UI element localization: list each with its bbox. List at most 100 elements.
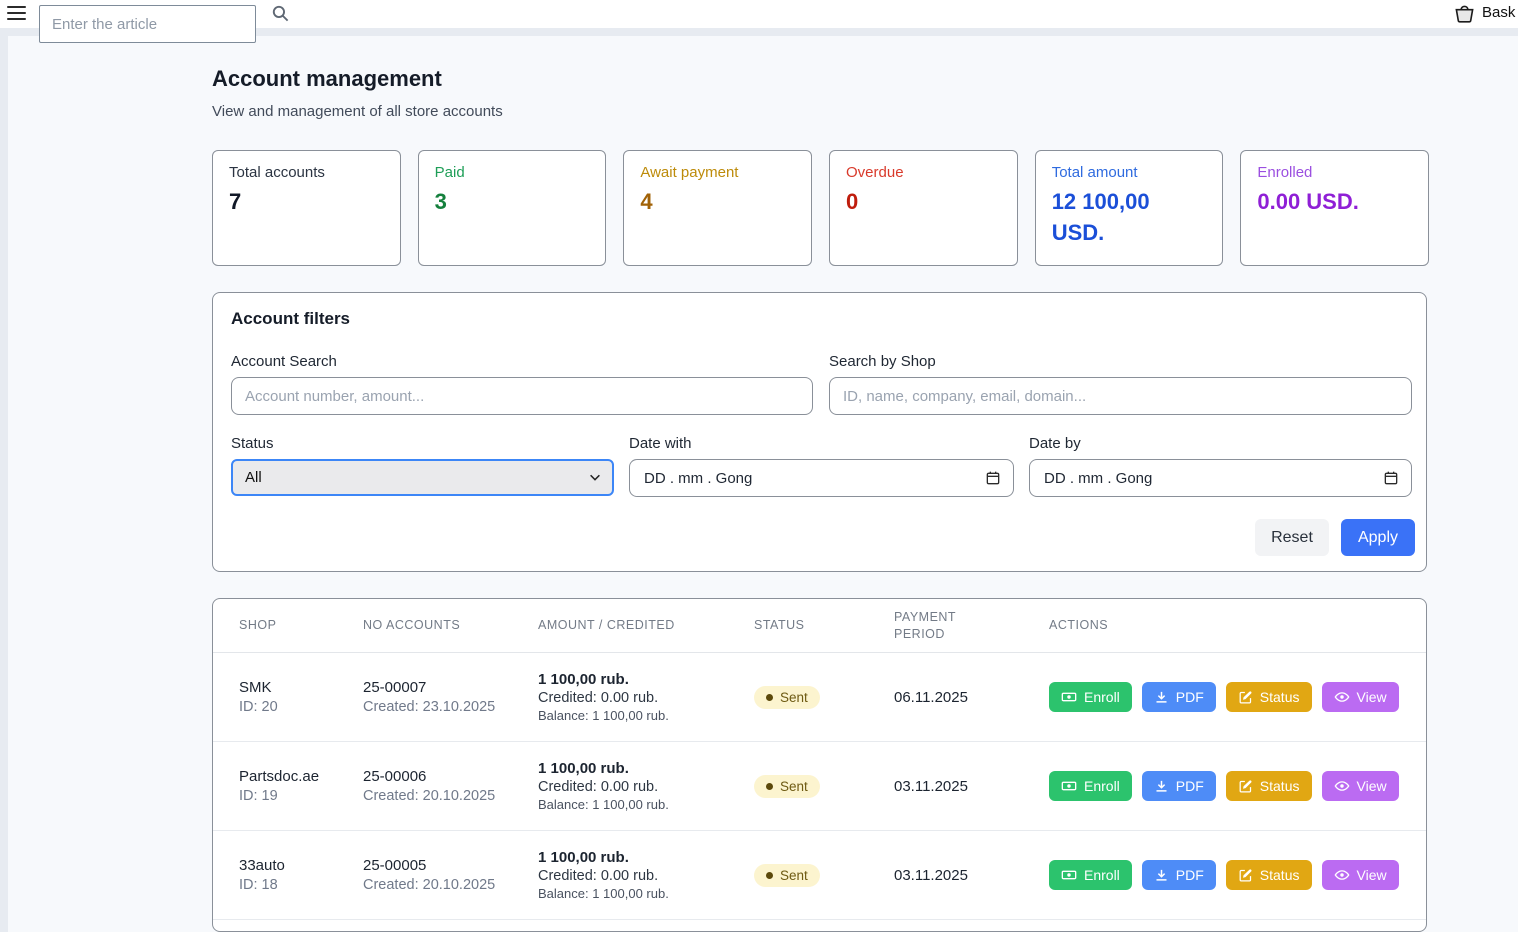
basket-icon (1453, 2, 1476, 23)
enroll-button[interactable]: Enroll (1049, 860, 1132, 890)
account-created: Created: 23.10.2025 (363, 699, 538, 715)
stat-value: 12 100,00 USD. (1052, 186, 1207, 248)
enroll-label: Enroll (1084, 867, 1120, 883)
money-icon (1061, 778, 1077, 794)
pdf-label: PDF (1176, 778, 1204, 794)
eye-icon (1334, 778, 1350, 794)
apply-button[interactable]: Apply (1341, 519, 1415, 556)
edit-icon (1238, 690, 1253, 705)
stat-value: 4 (640, 186, 795, 217)
view-button[interactable]: View (1322, 860, 1399, 890)
balance: Balance: 1 100,00 rub. (538, 708, 754, 723)
page-subtitle: View and management of all store account… (212, 103, 503, 120)
status-dot-icon (766, 694, 773, 701)
money-icon (1061, 867, 1077, 883)
account-number: 25-00006 (363, 768, 538, 785)
pdf-label: PDF (1176, 867, 1204, 883)
status-button[interactable]: Status (1226, 682, 1312, 712)
status-button[interactable]: Status (1226, 771, 1312, 801)
account-created: Created: 20.10.2025 (363, 877, 538, 893)
col-header-status: STATUS (754, 617, 894, 634)
shop-name: SMK (239, 679, 363, 696)
download-icon (1154, 779, 1169, 794)
status-select[interactable]: All (231, 459, 614, 496)
payment-period: 03.11.2025 (894, 778, 1049, 795)
view-label: View (1357, 689, 1387, 705)
credited: Credited: 0.00 rub. (538, 779, 754, 795)
status-action-label: Status (1260, 778, 1300, 794)
enroll-button[interactable]: Enroll (1049, 771, 1132, 801)
status-label: Status (231, 435, 274, 452)
col-header-period: PAYMENT PERIOD (894, 609, 974, 643)
col-header-accounts: NO ACCOUNTS (363, 617, 538, 634)
view-button[interactable]: View (1322, 771, 1399, 801)
stat-card-total-amount: Total amount 12 100,00 USD. (1035, 150, 1224, 266)
table-row: 33auto ID: 18 25-00005 Created: 20.10.20… (213, 831, 1426, 920)
search-icon[interactable] (271, 4, 290, 23)
account-filters-panel: Account filters Account Search Search by… (212, 292, 1427, 572)
pdf-button[interactable]: PDF (1142, 860, 1216, 890)
download-icon (1154, 690, 1169, 705)
balance: Balance: 1 100,00 rub. (538, 797, 754, 812)
enroll-label: Enroll (1084, 778, 1120, 794)
calendar-icon[interactable] (985, 470, 1001, 486)
pdf-label: PDF (1176, 689, 1204, 705)
stat-card-enrolled: Enrolled 0.00 USD. (1240, 150, 1429, 266)
stat-card-overdue: Overdue 0 (829, 150, 1018, 266)
status-text: Sent (780, 690, 808, 705)
basket-label: Bask (1482, 4, 1515, 21)
status-badge: Sent (754, 686, 820, 709)
filters-title: Account filters (231, 309, 350, 329)
date-by-input[interactable]: DD . mm . Gong (1029, 459, 1412, 497)
download-icon (1154, 868, 1169, 883)
balance: Balance: 1 100,00 rub. (538, 886, 754, 901)
shop-id: ID: 20 (239, 699, 363, 715)
enroll-label: Enroll (1084, 689, 1120, 705)
pdf-button[interactable]: PDF (1142, 682, 1216, 712)
date-with-input[interactable]: DD . mm . Gong (629, 459, 1014, 497)
article-search-input[interactable] (39, 5, 256, 43)
credited: Credited: 0.00 rub. (538, 690, 754, 706)
date-with-value: DD . mm . Gong (644, 470, 752, 487)
date-by-label: Date by (1029, 435, 1081, 452)
shop-search-input[interactable] (829, 377, 1412, 415)
status-button[interactable]: Status (1226, 860, 1312, 890)
amount: 1 100,00 rub. (538, 671, 754, 688)
view-button[interactable]: View (1322, 682, 1399, 712)
calendar-icon[interactable] (1383, 470, 1399, 486)
shop-id: ID: 19 (239, 788, 363, 804)
view-label: View (1357, 778, 1387, 794)
status-action-label: Status (1260, 867, 1300, 883)
stat-value: 0 (846, 186, 1001, 217)
pdf-button[interactable]: PDF (1142, 771, 1216, 801)
eye-icon (1334, 867, 1350, 883)
col-header-amount: AMOUNT / CREDITED (538, 617, 754, 634)
amount: 1 100,00 rub. (538, 849, 754, 866)
stat-card-paid: Paid 3 (418, 150, 607, 266)
shop-search-label: Search by Shop (829, 353, 936, 370)
reset-button[interactable]: Reset (1255, 519, 1329, 556)
stat-label: Await payment (640, 164, 795, 181)
shop-name: 33auto (239, 857, 363, 874)
edit-icon (1238, 868, 1253, 883)
status-dot-icon (766, 783, 773, 790)
hamburger-menu-icon[interactable] (7, 6, 26, 20)
stat-card-total-accounts: Total accounts 7 (212, 150, 401, 266)
status-text: Sent (780, 868, 808, 883)
account-created: Created: 20.10.2025 (363, 788, 538, 804)
account-search-input[interactable] (231, 377, 813, 415)
eye-icon (1334, 689, 1350, 705)
stat-label: Overdue (846, 164, 1001, 181)
basket-button[interactable]: Bask (1453, 2, 1515, 23)
status-badge: Sent (754, 864, 820, 887)
stat-label: Enrolled (1257, 164, 1412, 181)
shop-id: ID: 18 (239, 877, 363, 893)
enroll-button[interactable]: Enroll (1049, 682, 1132, 712)
money-icon (1061, 689, 1077, 705)
status-badge: Sent (754, 775, 820, 798)
account-number: 25-00007 (363, 679, 538, 696)
stat-label: Total amount (1052, 164, 1207, 181)
amount: 1 100,00 rub. (538, 760, 754, 777)
status-dot-icon (766, 872, 773, 879)
stat-value: 0.00 USD. (1257, 186, 1412, 217)
